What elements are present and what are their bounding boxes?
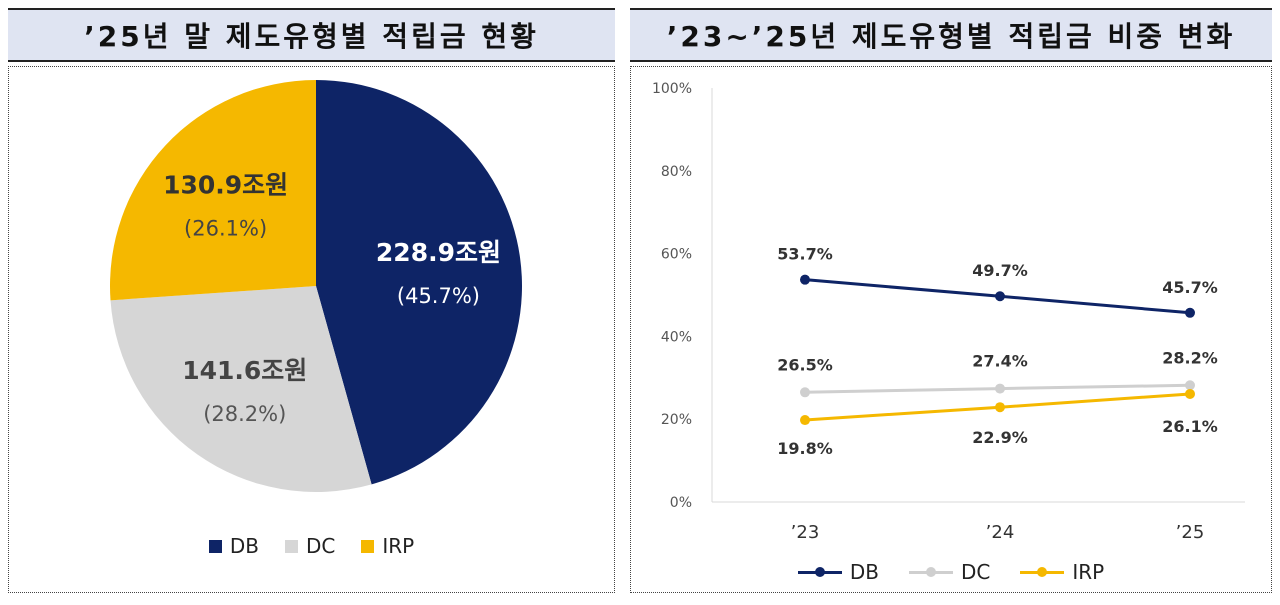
pie-percent-label: (45.7%): [397, 284, 480, 308]
pie-panel: ’25년 말 제도유형별 적립금 현황 228.9조원 (45.7%) 141.6조…: [8, 8, 615, 593]
line-legend-item-dc: DC: [908, 560, 991, 584]
pie-value-label: 130.9조원: [163, 171, 288, 200]
data-point-dc: [1185, 380, 1195, 391]
pie-legend: DB DC IRP: [8, 534, 615, 558]
y-tick-label: 0%: [670, 495, 692, 511]
x-tick-label: ’24: [986, 522, 1015, 543]
pie-chart-frame: [8, 66, 615, 593]
y-tick-label: 80%: [661, 164, 692, 180]
pie-slice-dc: [110, 286, 372, 492]
data-point-irp: [995, 402, 1005, 413]
line-legend-label: IRP: [1072, 560, 1105, 584]
data-point-irp: [800, 415, 810, 426]
data-label-dc: 27.4%: [972, 352, 1028, 371]
pie-percent-label: (28.2%): [203, 402, 286, 426]
data-label-irp: 26.1%: [1162, 417, 1218, 436]
y-tick-label: 20%: [661, 412, 692, 428]
line-chart: 0% 20% 40% 60% 80% 100% ’23 ’24 ’25 53.7% 49.7% 45.…: [652, 81, 1245, 543]
line-legend-label: DB: [849, 560, 879, 584]
y-tick-label: 60%: [661, 247, 692, 263]
data-label-irp: 22.9%: [972, 428, 1028, 447]
data-label-irp: 19.8%: [777, 439, 833, 458]
line-legend-item-irp: IRP: [1020, 560, 1104, 584]
pie-slice-db: [316, 80, 522, 485]
line-panel: ’23~’25년 제도유형별 적립금 비중 변화 0% 20% 40% 60% 80% 1…: [630, 8, 1272, 593]
pie-percent-label: (26.1%): [184, 217, 267, 241]
pie-legend-item-irp: IRP: [361, 534, 414, 558]
pie-chart-title: ’25년 말 제도유형별 적립금 현황: [8, 8, 615, 62]
y-tick-label: 40%: [661, 329, 692, 345]
pie-legend-label: DC: [305, 534, 336, 558]
data-point-irp: [1185, 388, 1195, 399]
pie-legend-label: IRP: [382, 534, 415, 558]
data-point-db: [800, 274, 810, 285]
x-tick-label: ’23: [791, 522, 820, 543]
pie-legend-label: DB: [229, 534, 259, 558]
line-legend-label: DC: [960, 560, 991, 584]
data-label-db: 49.7%: [972, 261, 1028, 280]
data-point-dc: [995, 383, 1005, 394]
pie-legend-item-dc: DC: [284, 534, 336, 558]
data-point-dc: [800, 387, 810, 398]
x-tick-label: ’25: [1176, 522, 1205, 543]
line-chart-title: ’23~’25년 제도유형별 적립금 비중 변화: [630, 8, 1272, 62]
pie-legend-item-db: DB: [208, 534, 259, 558]
line-chart-frame: [630, 66, 1272, 593]
pie-chart: 228.9조원 (45.7%) 141.6조원 (28.2%) 130.9조원 (26.1…: [109, 80, 522, 492]
line-legend: DB DC IRP: [630, 560, 1272, 584]
pie-slice-irp: [109, 80, 316, 301]
db-swatch: [208, 539, 222, 553]
data-label-db: 45.7%: [1162, 278, 1218, 297]
data-label-dc: 28.2%: [1162, 348, 1218, 367]
data-label-dc: 26.5%: [777, 355, 833, 374]
irp-swatch: [361, 539, 375, 553]
data-label-db: 53.7%: [777, 245, 833, 264]
y-tick-label: 100%: [652, 81, 692, 97]
dc-line-swatch: [908, 565, 953, 579]
dc-swatch: [284, 539, 298, 553]
line-legend-item-db: DB: [797, 560, 879, 584]
pie-value-label: 228.9조원: [376, 238, 501, 267]
pie-value-label: 141.6조원: [182, 356, 307, 385]
irp-line-swatch: [1020, 565, 1065, 579]
data-point-db: [995, 291, 1005, 302]
db-line-swatch: [797, 565, 842, 579]
data-point-db: [1185, 307, 1195, 318]
